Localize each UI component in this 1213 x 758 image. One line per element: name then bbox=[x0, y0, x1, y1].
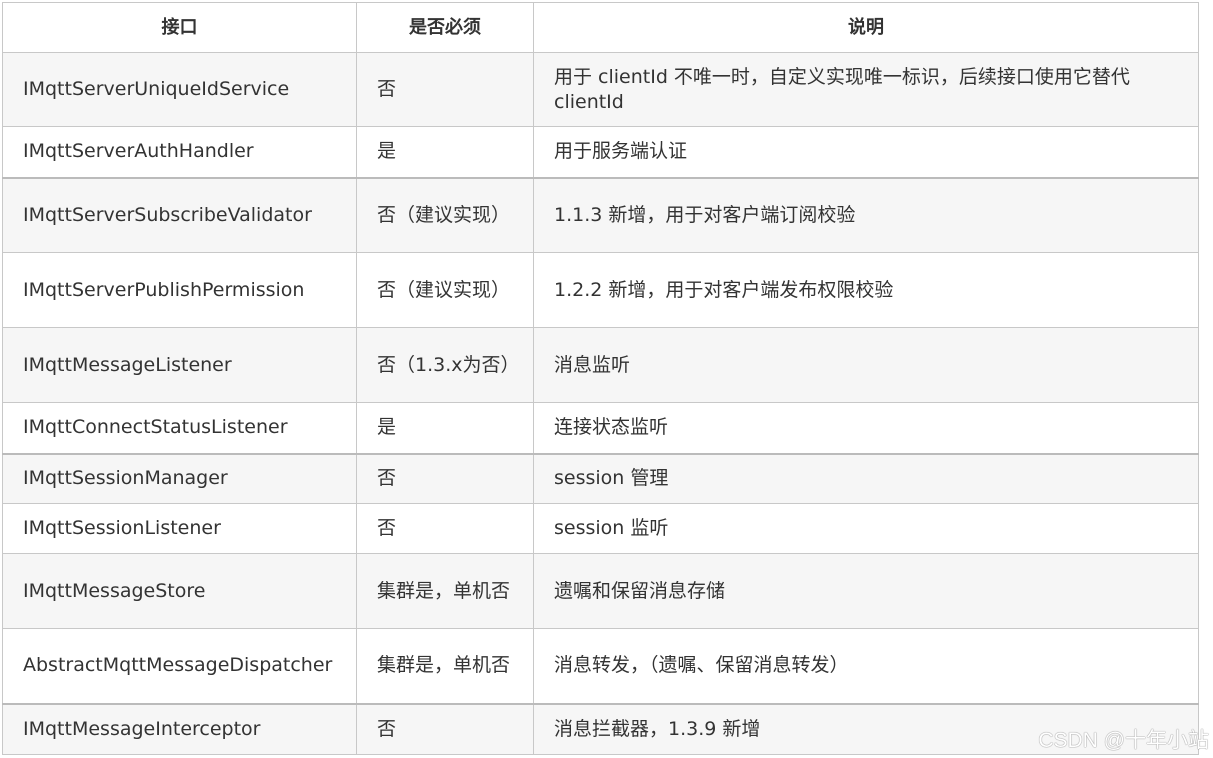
required-cell: 否 bbox=[356, 52, 534, 127]
required-cell: 是 bbox=[356, 126, 534, 178]
description-cell: 消息监听 bbox=[533, 327, 1199, 403]
table-row: IMqttSessionManager 否 session 管理 bbox=[2, 452, 1199, 504]
required-cell: 否（建议实现） bbox=[356, 252, 534, 328]
required-cell: 否 bbox=[356, 702, 534, 755]
table-row: IMqttServerAuthHandler 是用于服务端认证 bbox=[2, 126, 1199, 178]
interface-name-cell: AbstractMqttMessageDispatcher bbox=[2, 628, 357, 704]
table-row: IMqttMessageInterceptor 否消息拦截器，1.3.9 新增 bbox=[2, 702, 1199, 755]
interface-name-cell: IMqttServerUniqueIdService bbox=[2, 52, 357, 127]
required-cell: 否 bbox=[356, 452, 534, 504]
description-cell: 遗嘱和保留消息存储 bbox=[533, 553, 1199, 629]
description-cell: session 监听 bbox=[533, 503, 1199, 554]
required-cell: 否（1.3.x为否） bbox=[356, 327, 534, 403]
interface-name-cell: IMqttSessionListener bbox=[2, 503, 357, 554]
required-cell: 否（建议实现） bbox=[356, 176, 534, 253]
interface-name-cell: IMqttSessionManager bbox=[2, 452, 357, 504]
interface-name-cell: IMqttServerPublishPermission bbox=[2, 252, 357, 328]
table-row: IMqttConnectStatusListener 是连接状态监听 bbox=[2, 402, 1199, 454]
description-cell: session 管理 bbox=[533, 452, 1199, 504]
table-row: IMqttMessageListener 否（1.3.x为否） 消息监听 bbox=[2, 327, 1199, 403]
table-row: IMqttSessionListener 否 session 监听 bbox=[2, 503, 1199, 554]
description-cell: 用于 clientId 不唯一时，自定义实现唯一标识，后续接口使用它替代 cli… bbox=[533, 52, 1199, 127]
interface-name-cell: IMqttServerAuthHandler bbox=[2, 126, 357, 178]
description-cell: 消息拦截器，1.3.9 新增 bbox=[533, 702, 1199, 755]
description-cell: 1.2.2 新增，用于对客户端发布权限校验 bbox=[533, 252, 1199, 328]
description-cell: 用于服务端认证 bbox=[533, 126, 1199, 178]
header-required: 是否必须 bbox=[356, 2, 534, 53]
table-row: IMqttServerPublishPermission 否（建议实现） 1.2.2… bbox=[2, 252, 1199, 328]
description-cell: 连接状态监听 bbox=[533, 402, 1199, 454]
header-description: 说明 bbox=[533, 2, 1199, 53]
required-cell: 集群是，单机否 bbox=[356, 628, 534, 704]
table-row: IMqttServerSubscribeValidator 否（建议实现） 1.1.… bbox=[2, 176, 1199, 253]
interface-name-cell: IMqttMessageInterceptor bbox=[2, 702, 357, 755]
interface-name-cell: IMqttServerSubscribeValidator bbox=[2, 176, 357, 253]
description-cell: 1.1.3 新增，用于对客户端订阅校验 bbox=[533, 176, 1199, 253]
interface-name-cell: IMqttMessageStore bbox=[2, 553, 357, 629]
table-row: IMqttServerUniqueIdService 否用于 clientId 不… bbox=[2, 52, 1199, 127]
table-row: IMqttMessageStore 集群是，单机否 遗嘱和保留消息存储 bbox=[2, 553, 1199, 629]
table-row: AbstractMqttMessageDispatcher 集群是，单机否 消息转发… bbox=[2, 628, 1199, 704]
required-cell: 否 bbox=[356, 503, 534, 554]
interface-name-cell: IMqttMessageListener bbox=[2, 327, 357, 403]
header-interface: 接口 bbox=[2, 2, 357, 53]
table-header-row: 接口 是否必须 说明 bbox=[2, 2, 1199, 53]
description-cell: 消息转发，（遗嘱、保留消息转发） bbox=[533, 628, 1199, 704]
watermark: CSDN @十年小站 bbox=[1038, 729, 1209, 752]
required-cell: 集群是，单机否 bbox=[356, 553, 534, 629]
interface-name-cell: IMqttConnectStatusListener bbox=[2, 402, 357, 454]
required-cell: 是 bbox=[356, 402, 534, 454]
